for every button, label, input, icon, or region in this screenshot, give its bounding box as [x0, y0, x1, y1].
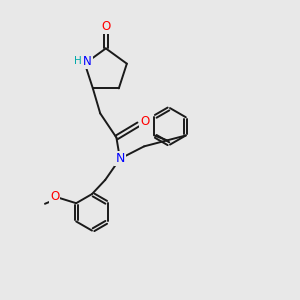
- Text: O: O: [140, 115, 150, 128]
- Text: N: N: [115, 152, 124, 165]
- Text: O: O: [101, 20, 110, 33]
- Text: H: H: [74, 56, 81, 66]
- Text: N: N: [83, 55, 92, 68]
- Text: O: O: [50, 190, 59, 203]
